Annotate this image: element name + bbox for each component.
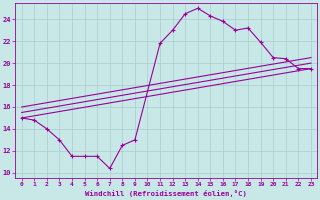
X-axis label: Windchill (Refroidissement éolien,°C): Windchill (Refroidissement éolien,°C) bbox=[85, 190, 247, 197]
